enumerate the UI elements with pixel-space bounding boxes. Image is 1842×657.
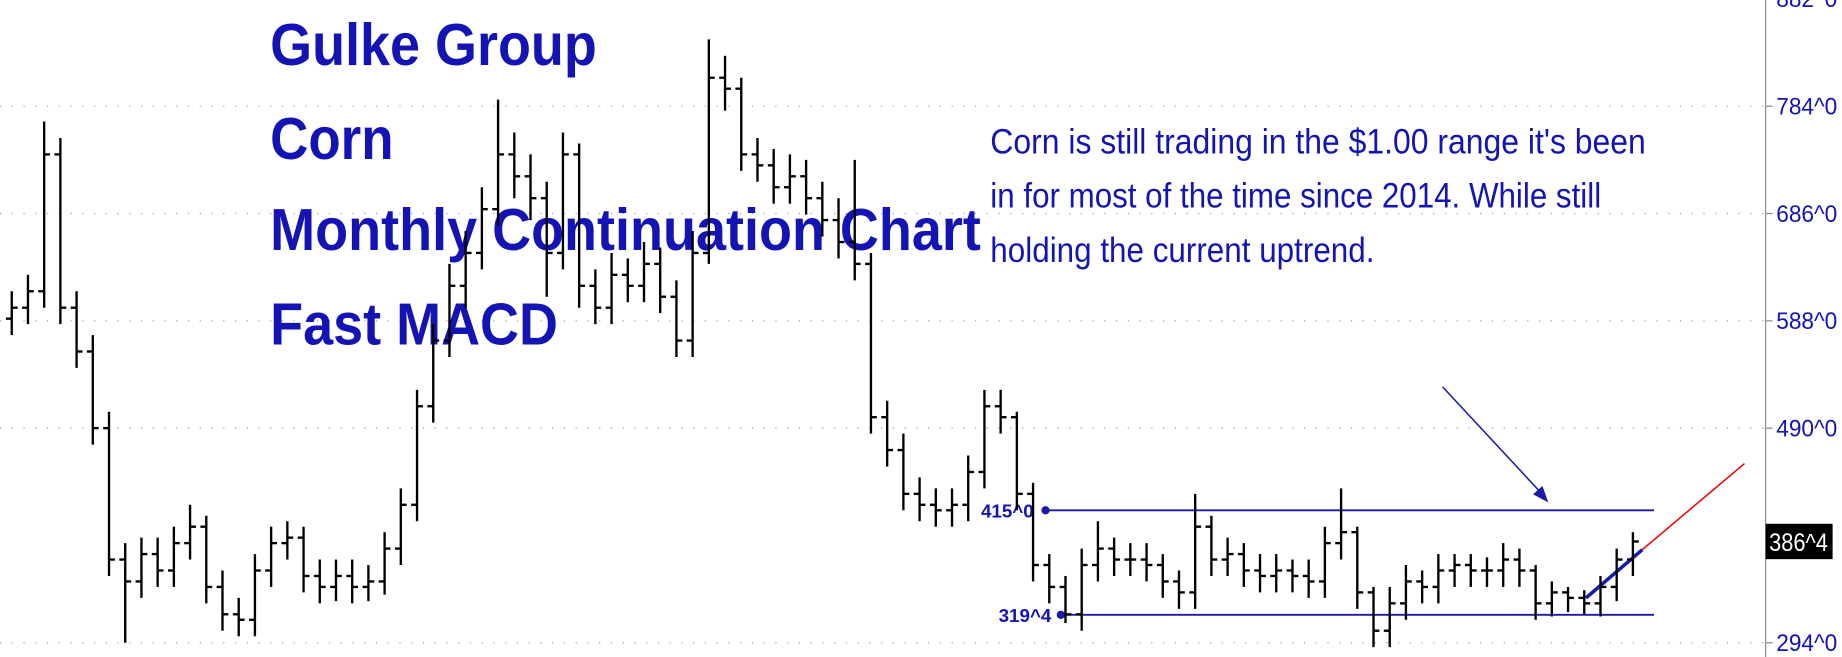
level-label: 415^0 — [981, 500, 1034, 521]
trend-extension — [1641, 462, 1745, 551]
annotation-line: Corn is still trading in the $1.00 range… — [990, 122, 1646, 161]
title-line: Gulke Group — [270, 13, 597, 78]
annotation-line: in for most of the time since 2014. Whil… — [990, 177, 1601, 216]
title-line: Corn — [270, 107, 393, 172]
title-line: Monthly Continuation Chart — [270, 198, 981, 263]
y-tick-label: 588^0 — [1776, 308, 1837, 334]
y-tick-label: 784^0 — [1776, 93, 1837, 119]
last-price-tag — [1765, 523, 1833, 560]
annotation: Corn is still trading in the $1.00 range… — [990, 122, 1646, 270]
title-block: Gulke Group Corn Monthly Continuation Ch… — [270, 13, 981, 358]
annotation-line: holding the current uptrend. — [990, 231, 1374, 270]
y-tick-label: 294^0 — [1776, 630, 1837, 656]
level-anchor — [1041, 506, 1050, 515]
level-label: 319^4 — [999, 605, 1052, 626]
last-price-label: 386^4 — [1769, 530, 1828, 557]
pointer-arrow — [1442, 386, 1542, 494]
arrow-head — [1533, 485, 1549, 503]
title-line: Fast MACD — [270, 292, 558, 357]
level-anchor — [1056, 610, 1065, 619]
y-tick-label: 490^0 — [1776, 415, 1837, 441]
y-tick-label: 882^0 — [1776, 0, 1837, 12]
y-tick-label: 686^0 — [1776, 201, 1837, 227]
